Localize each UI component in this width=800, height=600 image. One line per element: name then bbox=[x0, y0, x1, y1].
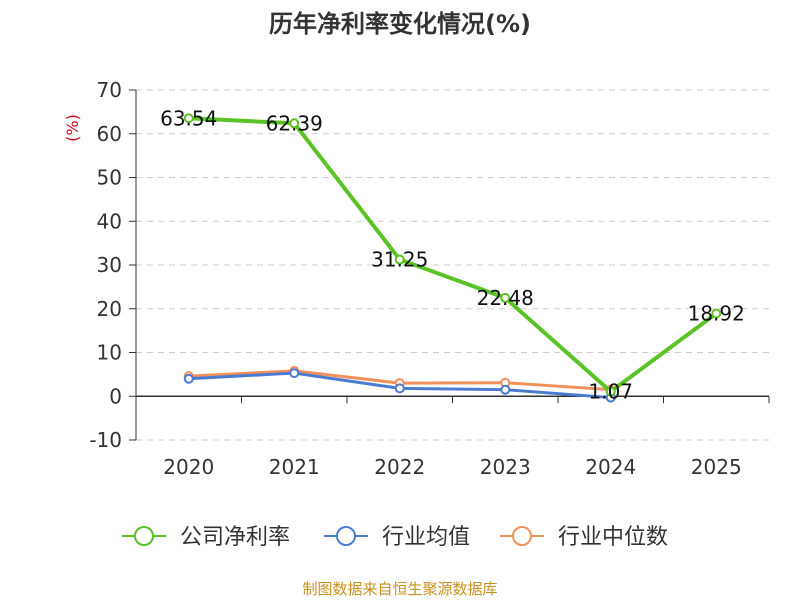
data-point bbox=[500, 384, 511, 395]
y-tick-label: 70 bbox=[97, 78, 122, 102]
legend-marker bbox=[512, 526, 532, 546]
y-tick-label: 0 bbox=[109, 384, 122, 408]
y-tick-label: 60 bbox=[97, 122, 122, 146]
y-tick-label: 50 bbox=[97, 166, 122, 190]
data-point bbox=[500, 292, 511, 303]
series-line-1 bbox=[188, 116, 718, 394]
x-tick-label: 2020 bbox=[163, 455, 214, 479]
grid-lines bbox=[136, 89, 769, 441]
data-label: 62.39 bbox=[266, 111, 323, 135]
y-tick-label: -10 bbox=[89, 428, 122, 452]
y-tick-label: 40 bbox=[97, 209, 122, 233]
x-tick-label: 2021 bbox=[269, 455, 320, 479]
data-point bbox=[289, 118, 300, 129]
data-point bbox=[394, 383, 405, 394]
data-point bbox=[711, 308, 722, 319]
data-label: 22.48 bbox=[477, 286, 534, 310]
y-axis-unit-label: (%) bbox=[63, 114, 82, 142]
legend-marker bbox=[336, 526, 356, 546]
data-point bbox=[183, 373, 194, 384]
legend: 公司净利率 行业均值 行业中位数 bbox=[122, 525, 668, 550]
data-label: 63.54 bbox=[160, 106, 217, 130]
chart-title: 历年净利率变化情况(%) bbox=[269, 10, 531, 38]
data-label: 31.25 bbox=[371, 248, 428, 272]
x-tick-label: 2023 bbox=[480, 455, 531, 479]
x-tick-label: 2022 bbox=[374, 455, 425, 479]
data-label: 18.92 bbox=[688, 301, 745, 325]
legend-label: 行业均值 bbox=[382, 525, 470, 550]
x-tick-label: 2025 bbox=[691, 455, 742, 479]
data-labels: 63.54 62.39 31.25 22.48 1.07 18.92 bbox=[160, 106, 745, 403]
data-point bbox=[394, 254, 405, 265]
y-tick-label: 10 bbox=[97, 341, 122, 365]
legend-marker bbox=[134, 526, 154, 546]
series-lines bbox=[183, 113, 722, 403]
data-source-note: 制图数据来自恒生聚源数据库 bbox=[302, 580, 498, 598]
data-point bbox=[605, 386, 616, 397]
data-point bbox=[183, 113, 194, 124]
legend-label: 行业中位数 bbox=[558, 525, 668, 550]
y-tick-label: 20 bbox=[97, 297, 122, 321]
data-point bbox=[289, 368, 300, 379]
legend-label: 公司净利率 bbox=[180, 525, 290, 550]
axes: -10 0 10 20 30 40 50 60 70 2020 2021 2022 2023 2024 20… bbox=[89, 78, 770, 479]
x-tick-label: 2024 bbox=[585, 455, 636, 479]
y-tick-label: 30 bbox=[97, 253, 122, 277]
data-label: 1.07 bbox=[588, 380, 633, 404]
